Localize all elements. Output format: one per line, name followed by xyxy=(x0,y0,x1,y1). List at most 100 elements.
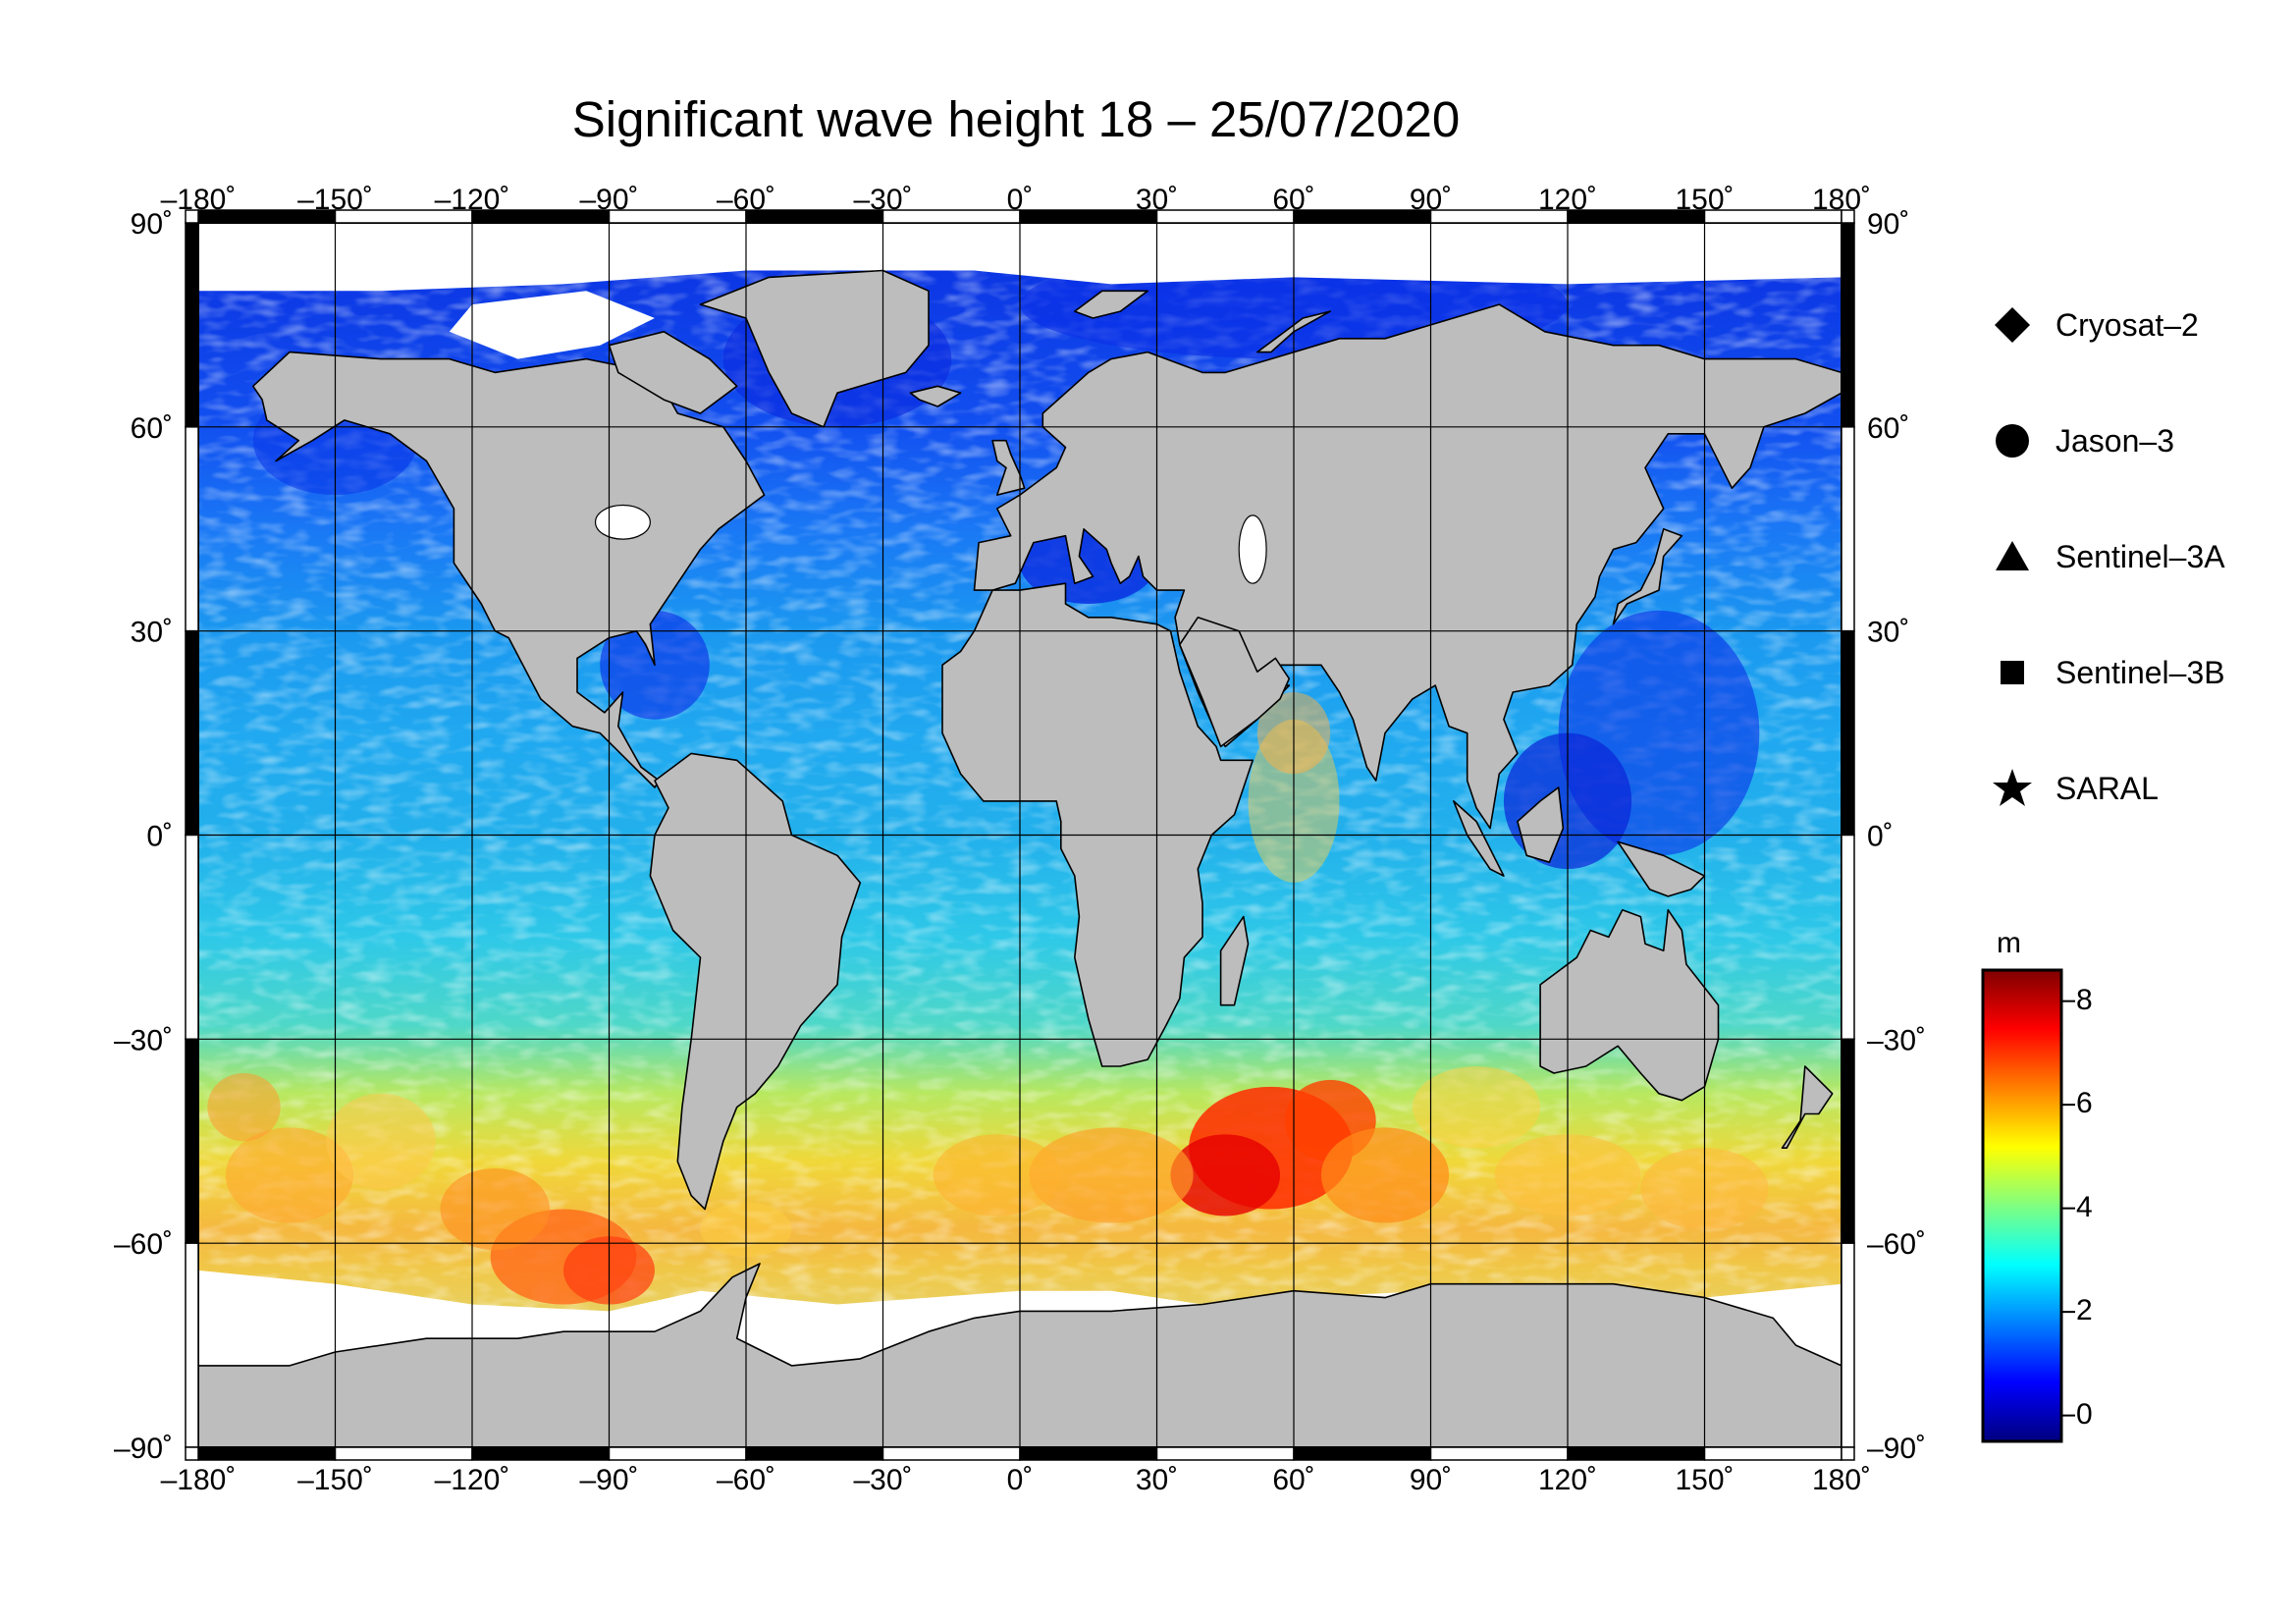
new-zealand-landmass xyxy=(1781,1065,1834,1149)
figure-title: Significant wave height 18 – 25/07/2020 xyxy=(571,91,1461,147)
latitude-tick-label: 30˚ xyxy=(1867,617,1909,649)
frame-segment-left xyxy=(185,834,199,1041)
frame-segment-right xyxy=(1841,834,1855,1041)
svalbard-landmass xyxy=(1074,290,1148,319)
square-icon xyxy=(1983,643,2042,702)
longitude-tick-label: 60˚ xyxy=(1272,1464,1314,1496)
longitude-tick-label: 90˚ xyxy=(1410,1464,1452,1496)
longitude-tick-label: –30˚ xyxy=(853,184,912,216)
latitude-tick-label: –30˚ xyxy=(114,1024,173,1056)
latitude-tick-label: 60˚ xyxy=(1867,412,1909,445)
colorbar-tick-label: 4 xyxy=(2076,1190,2093,1223)
legend-label: Jason–3 xyxy=(2056,422,2174,459)
caspian-sea xyxy=(1238,514,1267,584)
legend-label: SARAL xyxy=(2056,770,2159,806)
longitude-tick-label: 90˚ xyxy=(1410,184,1452,216)
circle-icon xyxy=(1983,411,2042,470)
longitude-tick-label: 150˚ xyxy=(1675,1464,1734,1496)
longitude-tick-label: –150˚ xyxy=(297,1464,373,1496)
novaya-zemlya-landmass xyxy=(1256,310,1331,353)
longitude-tick-label: 180˚ xyxy=(1812,184,1871,216)
longitude-tick-label: 0˚ xyxy=(1007,1464,1034,1496)
south-america-landmass xyxy=(649,752,862,1211)
latitude-tick-label: –60˚ xyxy=(1867,1228,1926,1261)
longitude-tick-label: –30˚ xyxy=(853,1464,912,1496)
uk-landmass xyxy=(991,439,1026,496)
frame-segment-right xyxy=(1841,1038,1855,1244)
colorbar-tick-label: 0 xyxy=(2076,1397,2093,1431)
latitude-tick-label: 90˚ xyxy=(1867,208,1909,241)
frame-segment-bottom xyxy=(1703,1446,1842,1461)
wave-hotspot xyxy=(225,1127,354,1223)
legend-item-saral: SARAL xyxy=(1983,759,2159,818)
great-lakes xyxy=(594,504,651,540)
wave-hotspot xyxy=(207,1072,281,1142)
graticule xyxy=(198,223,1842,1447)
frame-segment-bottom xyxy=(1293,1446,1432,1461)
madagascar-landmass xyxy=(1219,915,1250,1006)
legend-label: Cryosat–2 xyxy=(2056,306,2199,343)
borneo-landmass xyxy=(1517,786,1565,864)
frame-segment-left xyxy=(185,1242,199,1448)
longitude-tick-label: 30˚ xyxy=(1136,1464,1178,1496)
legend-label: Sentinel–3B xyxy=(2056,654,2225,690)
longitude-tick-label: –90˚ xyxy=(579,1464,638,1496)
latitude-tick-label: –60˚ xyxy=(114,1228,173,1261)
legend-item-jason-3: Jason–3 xyxy=(1983,411,2174,470)
longitude-tick-label: –180˚ xyxy=(161,1464,237,1496)
legend-item-sentinel-3a: Sentinel–3A xyxy=(1983,527,2225,586)
wave-hotspot xyxy=(1170,1134,1281,1217)
frame-segment-right xyxy=(1841,426,1855,632)
baffin-island-landmass xyxy=(608,330,738,414)
latitude-tick-label: 60˚ xyxy=(131,412,173,445)
diamond-icon xyxy=(1983,296,2042,354)
latitude-tick-label: 30˚ xyxy=(131,617,173,649)
greenland-landmass xyxy=(699,269,930,428)
longitude-tick-label: –60˚ xyxy=(717,184,775,216)
colorbar xyxy=(1981,968,2075,1443)
wave-hotspot xyxy=(326,1093,436,1189)
frame-segment-right xyxy=(1841,222,1855,428)
wave-hotspot xyxy=(1320,1127,1450,1223)
longitude-tick-label: –180˚ xyxy=(161,184,237,216)
longitude-tick-label: 120˚ xyxy=(1538,1464,1597,1496)
sumatra-landmass xyxy=(1453,800,1505,877)
frame-segment-bottom xyxy=(1019,1446,1158,1461)
arctic-archipelago-ice xyxy=(449,291,655,359)
star-icon xyxy=(1983,759,2042,818)
colorbar-tick-label: 6 xyxy=(2076,1087,2093,1120)
colorbar-tick-label: 8 xyxy=(2076,983,2093,1016)
arabian-peninsula-landmass xyxy=(1179,616,1291,748)
latitude-tick-label: –90˚ xyxy=(114,1433,173,1465)
eurasia-landmass xyxy=(973,303,1842,830)
triangle-icon xyxy=(1983,527,2042,586)
longitude-tick-label: –90˚ xyxy=(579,184,638,216)
legend-item-sentinel-3b: Sentinel–3B xyxy=(1983,643,2225,702)
frame-corner xyxy=(1841,1446,1855,1461)
latitude-tick-label: –90˚ xyxy=(1867,1433,1926,1465)
frame-segment-right xyxy=(1841,1242,1855,1448)
legend-label: Sentinel–3A xyxy=(2056,538,2225,574)
north-america-landmass xyxy=(251,351,766,788)
axis-tick-labels: –180˚ –180˚ –150˚ –150˚ –120˚ –120˚ –90˚ –90˚ –6… xyxy=(114,184,1926,1496)
frame-segment-bottom xyxy=(1429,1446,1569,1461)
longitude-tick-label: 180˚ xyxy=(1812,1464,1871,1496)
longitude-tick-label: 0˚ xyxy=(1007,184,1034,216)
frame-corner xyxy=(185,1446,199,1461)
australia-landmass xyxy=(1539,908,1720,1102)
frame-segment-bottom xyxy=(334,1446,473,1461)
frame-segment-bottom xyxy=(1155,1446,1295,1461)
frame-segment-left xyxy=(185,426,199,632)
wave-hotspot xyxy=(933,1134,1061,1217)
wave-hotspot xyxy=(1029,1127,1194,1223)
wave-hotspot xyxy=(1412,1066,1541,1149)
longitude-tick-label: 30˚ xyxy=(1136,184,1178,216)
map-frame xyxy=(185,209,1855,1461)
legend-item-cryosat-2: Cryosat–2 xyxy=(1983,296,2199,354)
frame-segment-bottom xyxy=(471,1446,611,1461)
japan-landmass xyxy=(1612,527,1683,625)
longitude-tick-label: 60˚ xyxy=(1272,184,1314,216)
frame-segment-bottom xyxy=(1567,1446,1706,1461)
